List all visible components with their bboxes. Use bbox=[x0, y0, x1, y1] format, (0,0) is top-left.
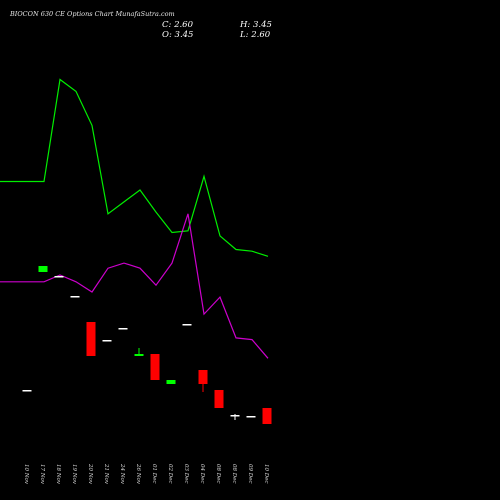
x-tick-label: 17 Nov bbox=[39, 464, 45, 485]
candle-body bbox=[150, 354, 160, 380]
x-tick-label: 26 Nov bbox=[135, 463, 141, 485]
x-tick-label: 10 Dec bbox=[263, 464, 269, 484]
candle-body bbox=[198, 370, 208, 384]
candle-body bbox=[230, 415, 240, 417]
x-tick-label: 08 Dec bbox=[215, 464, 221, 484]
candle-body bbox=[166, 380, 176, 384]
close-value: C: 2.60 bbox=[162, 20, 194, 30]
x-tick-label: 20 Nov bbox=[87, 463, 93, 485]
candle-body bbox=[102, 340, 112, 342]
high-value: H: 3.45 bbox=[239, 20, 272, 30]
chart-title: BIOCON 630 CE Options Chart MunafaSutra.… bbox=[9, 10, 175, 18]
x-tick-label: 19 Nov bbox=[71, 464, 77, 485]
candle-body bbox=[214, 390, 224, 408]
x-tick-label: 10 Nov bbox=[23, 464, 29, 485]
candle-body bbox=[182, 324, 192, 326]
x-tick-label: 02 Dec bbox=[167, 464, 173, 484]
x-axis-ticks: 10 Nov 17 Nov 18 Nov 19 Nov 20 Nov 21 Nov 24 N… bbox=[23, 463, 269, 485]
candle-body bbox=[118, 328, 128, 330]
x-tick-label: 03 Dec bbox=[183, 464, 189, 484]
x-tick-label: 18 Nov bbox=[55, 464, 61, 485]
x-tick-label: 09 Dec bbox=[247, 464, 253, 484]
x-tick-label: 21 Nov bbox=[103, 463, 109, 485]
candle-body bbox=[54, 276, 64, 278]
x-tick-label: 01 Dec bbox=[151, 464, 157, 484]
low-value: L: 2.60 bbox=[239, 30, 271, 40]
x-tick-label: 04 Dec bbox=[199, 464, 205, 484]
line-series-green bbox=[0, 78, 269, 257]
candle-body bbox=[70, 296, 80, 298]
candle-body bbox=[38, 266, 48, 272]
candle-body bbox=[134, 354, 144, 356]
candle-body bbox=[86, 322, 96, 356]
x-tick-label: 08 Dec bbox=[231, 464, 237, 484]
candles-group bbox=[22, 266, 272, 424]
candle-body bbox=[22, 390, 32, 392]
x-tick-label: 24 Nov bbox=[119, 463, 125, 485]
candle-body bbox=[262, 408, 272, 424]
candle-body bbox=[246, 416, 256, 418]
open-value: O: 3.45 bbox=[162, 30, 193, 40]
